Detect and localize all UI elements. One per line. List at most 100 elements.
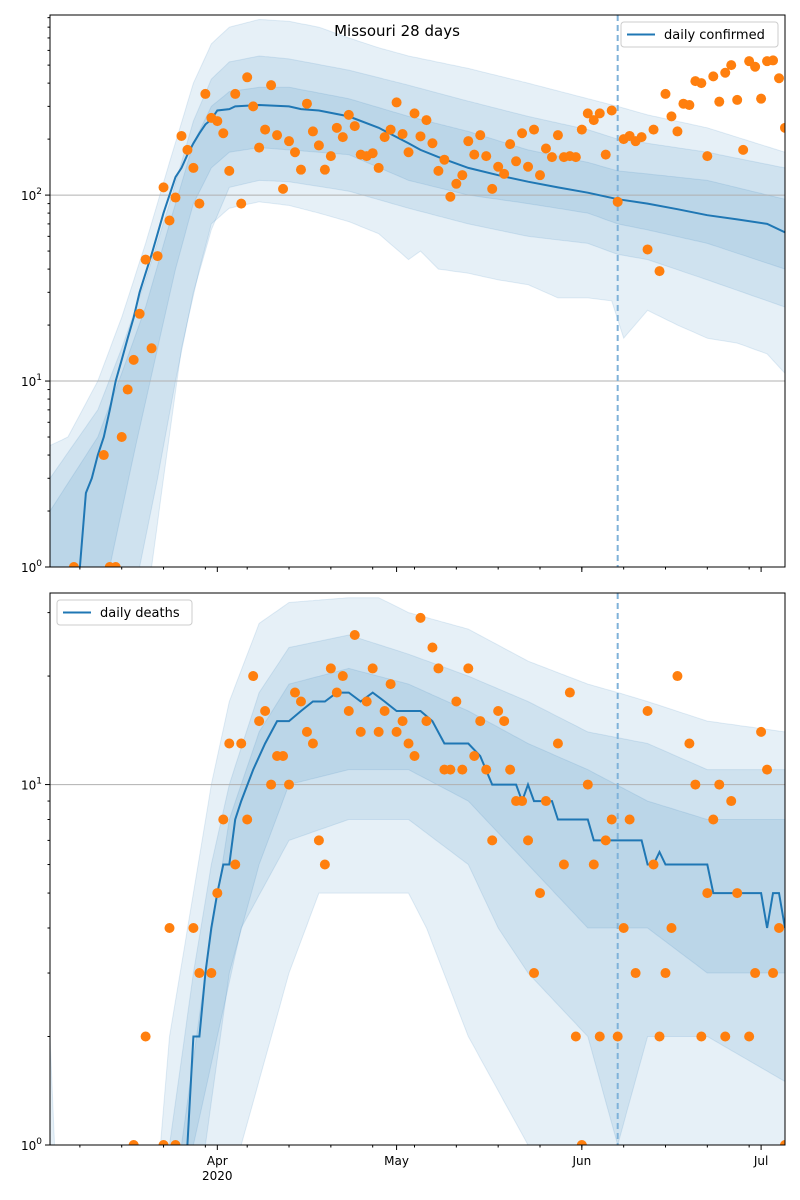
data-point bbox=[331, 122, 342, 133]
data-point bbox=[307, 738, 318, 749]
data-point bbox=[552, 130, 563, 141]
data-point bbox=[421, 115, 432, 126]
band-middle bbox=[167, 634, 785, 1145]
data-point bbox=[726, 60, 737, 71]
data-point bbox=[343, 705, 354, 716]
data-point bbox=[463, 663, 474, 674]
data-point bbox=[523, 835, 534, 846]
data-point bbox=[391, 97, 402, 108]
data-point bbox=[176, 130, 187, 141]
data-point bbox=[224, 165, 235, 176]
data-point bbox=[134, 308, 145, 319]
data-point bbox=[451, 178, 462, 189]
data-point bbox=[702, 888, 713, 899]
data-point bbox=[379, 132, 390, 143]
data-point bbox=[218, 814, 229, 825]
data-point bbox=[451, 696, 462, 707]
data-point bbox=[684, 738, 695, 749]
data-point bbox=[774, 73, 785, 84]
legend-label: daily confirmed bbox=[664, 28, 765, 43]
data-point bbox=[421, 716, 432, 727]
data-point bbox=[212, 888, 223, 899]
data-point bbox=[457, 764, 468, 775]
y-tick-label: 102 bbox=[21, 187, 42, 203]
data-point bbox=[481, 764, 492, 775]
data-point bbox=[164, 215, 175, 226]
data-point bbox=[660, 88, 671, 99]
data-point bbox=[379, 705, 390, 716]
data-point bbox=[284, 136, 295, 147]
data-point bbox=[301, 726, 312, 737]
y-tick-exp: 1 bbox=[36, 777, 42, 787]
data-point bbox=[325, 151, 336, 162]
data-point bbox=[403, 147, 414, 158]
data-point bbox=[266, 779, 277, 790]
y-tick-exp: 1 bbox=[36, 373, 42, 383]
data-point bbox=[367, 663, 378, 674]
data-point bbox=[188, 162, 199, 173]
data-point bbox=[301, 98, 312, 109]
data-point bbox=[732, 94, 743, 105]
axes-frame bbox=[49, 592, 786, 1146]
data-point bbox=[128, 354, 139, 365]
y-tick-label: 101 bbox=[21, 777, 42, 793]
data-point bbox=[206, 968, 217, 979]
data-point bbox=[564, 687, 575, 698]
data-point bbox=[481, 151, 492, 162]
data-point bbox=[642, 244, 653, 255]
data-point bbox=[535, 888, 545, 899]
data-point bbox=[570, 152, 581, 163]
data-point bbox=[409, 108, 420, 119]
data-point bbox=[116, 432, 127, 443]
data-point bbox=[260, 705, 271, 716]
data-point bbox=[164, 922, 175, 933]
data-point bbox=[230, 88, 241, 99]
data-point bbox=[511, 156, 522, 167]
data-point bbox=[325, 663, 336, 674]
y-tick-base: 10 bbox=[21, 1139, 36, 1153]
x-tick-year: 2020 bbox=[202, 1169, 233, 1183]
data-point bbox=[349, 121, 360, 132]
data-point bbox=[660, 968, 671, 979]
data-point bbox=[517, 128, 528, 139]
y-tick-label: 100 bbox=[21, 1137, 42, 1153]
data-point bbox=[218, 128, 229, 139]
data-point bbox=[475, 716, 486, 727]
data-point bbox=[367, 148, 378, 159]
data-point bbox=[415, 612, 426, 623]
data-point bbox=[708, 814, 719, 825]
data-point bbox=[140, 1031, 151, 1042]
data-point bbox=[666, 111, 677, 122]
data-point bbox=[409, 751, 420, 762]
data-point bbox=[415, 131, 426, 142]
data-point bbox=[337, 671, 348, 682]
data-point bbox=[158, 182, 169, 193]
x-tick-label: Jul bbox=[753, 1154, 768, 1168]
data-point bbox=[146, 343, 157, 354]
data-point bbox=[427, 642, 438, 653]
data-point bbox=[505, 764, 516, 775]
data-point bbox=[319, 164, 330, 175]
median-line bbox=[78, 103, 785, 567]
legend: daily deaths bbox=[56, 599, 193, 626]
data-point bbox=[612, 1031, 623, 1042]
data-point bbox=[499, 716, 510, 727]
data-point bbox=[672, 671, 683, 682]
data-point bbox=[397, 716, 408, 727]
data-point bbox=[768, 55, 779, 66]
y-tick-label: 100 bbox=[21, 559, 42, 575]
band-middle bbox=[50, 55, 785, 567]
legend-label: daily deaths bbox=[100, 606, 180, 621]
data-point bbox=[212, 116, 223, 127]
data-point bbox=[385, 679, 396, 690]
data-point bbox=[254, 142, 265, 153]
data-point bbox=[535, 170, 545, 181]
y-tick-label: 101 bbox=[21, 373, 42, 389]
data-point bbox=[140, 254, 151, 265]
data-point bbox=[319, 859, 330, 870]
data-point bbox=[373, 162, 384, 173]
data-point bbox=[391, 726, 402, 737]
data-point bbox=[385, 124, 396, 135]
data-point bbox=[523, 161, 534, 172]
